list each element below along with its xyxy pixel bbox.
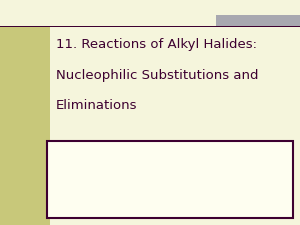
Bar [46, 141, 292, 218]
Text: Eliminations: Eliminations [56, 99, 137, 112]
Text: 11. Reactions of Alkyl Halides:: 11. Reactions of Alkyl Halides: [56, 38, 256, 51]
Bar [0, 26, 50, 225]
Bar [0, 26, 300, 27]
Text: Nucleophilic Substitutions and: Nucleophilic Substitutions and [56, 69, 258, 82]
Bar [216, 15, 300, 27]
